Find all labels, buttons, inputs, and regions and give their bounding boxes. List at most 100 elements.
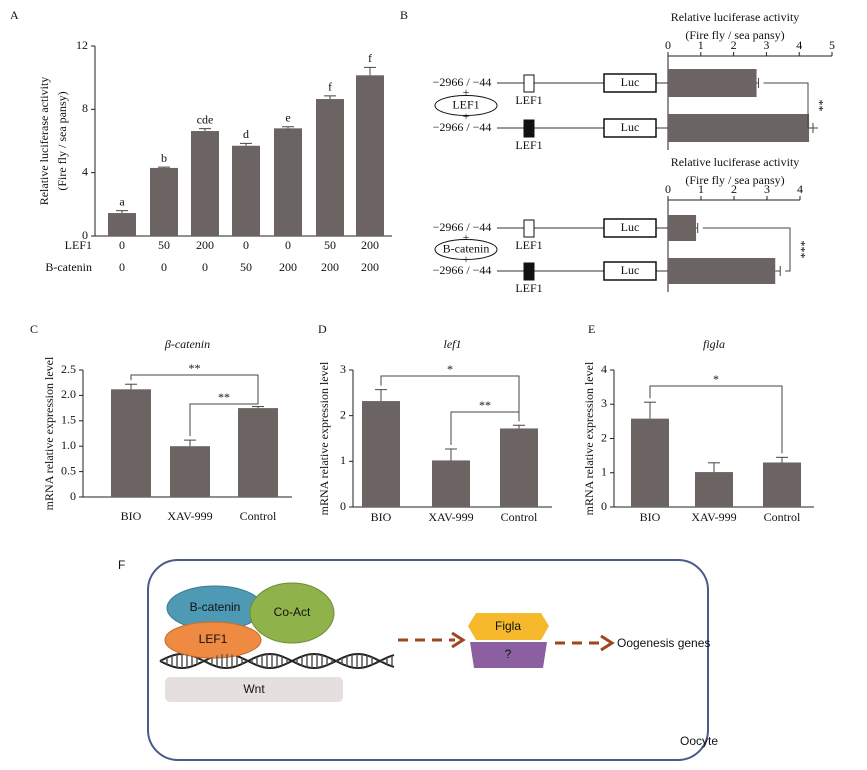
reporter-box — [603, 261, 657, 281]
row-value: 200 — [279, 260, 297, 274]
panel-label: A — [10, 8, 19, 22]
bar-annotation: a — [119, 194, 125, 208]
row-value: 50 — [240, 260, 252, 274]
x-tick-label: BIO — [640, 510, 661, 524]
bar — [274, 128, 302, 236]
cofactor-label: B-catenin — [443, 241, 490, 255]
row-value: 200 — [321, 260, 339, 274]
x-tick-label: 0 — [665, 182, 671, 196]
partner-node — [470, 642, 547, 668]
panel-label: F — [118, 558, 125, 572]
binding-site — [523, 262, 535, 281]
promoter-label: −2966 / −44 — [433, 120, 492, 134]
significance-label: ** — [479, 398, 491, 412]
x-tick-label: 3 — [763, 38, 769, 52]
y-tick-label: 0.5 — [61, 463, 76, 477]
x-tick-label: 2 — [731, 182, 737, 196]
y-tick-label: 2 — [340, 407, 346, 421]
bar-annotation: f — [328, 80, 332, 94]
cofactor-ellipse — [434, 239, 498, 260]
significance-label: * — [447, 362, 453, 376]
site-label: LEF1 — [515, 238, 542, 252]
panel-label: C — [30, 322, 38, 336]
x-tick-label: 3 — [764, 182, 770, 196]
y-tick-label: 2.5 — [61, 362, 76, 376]
row-value: 0 — [285, 238, 291, 252]
y-axis-label: mRNA relative expression level — [317, 361, 331, 515]
x-tick-label: BIO — [121, 509, 142, 523]
y-axis-label: mRNA relative expression level — [582, 361, 596, 515]
output-label: Oogenesis genes — [617, 636, 710, 650]
bar — [170, 446, 210, 497]
y-tick-label: 0 — [82, 228, 88, 242]
significance-label: ** — [189, 361, 201, 375]
y-tick-label: 4 — [82, 164, 88, 178]
row-value: 0 — [119, 260, 125, 274]
significance-bracket — [450, 411, 520, 446]
bar — [111, 389, 151, 497]
reporter-label: Luc — [621, 120, 640, 134]
chart-title: β-catenin — [164, 337, 210, 351]
lef1-node — [164, 621, 262, 659]
chart-title: figla — [703, 337, 725, 351]
cell-label: Oocyte — [680, 734, 718, 748]
reporter-label: Luc — [621, 263, 640, 277]
row-value: 0 — [119, 238, 125, 252]
plus-sign: + — [463, 230, 470, 244]
x-tick-label: 2 — [731, 38, 737, 52]
row-value: 0 — [161, 260, 167, 274]
x-tick-label: 1 — [698, 38, 704, 52]
x-tick-label: XAV-999 — [167, 509, 212, 523]
bar — [356, 75, 384, 237]
y-tick-label: 2 — [601, 430, 607, 444]
x-tick-label: 5 — [829, 38, 835, 52]
significance-bracket — [189, 402, 259, 437]
bar — [668, 258, 776, 284]
x-tick-label: Control — [764, 510, 801, 524]
reporter-box — [603, 118, 657, 138]
coact-node — [249, 582, 335, 644]
row-value: 200 — [361, 238, 379, 252]
plus-sign: + — [463, 109, 470, 123]
significance-bracket — [649, 385, 783, 454]
plus-sign: + — [463, 85, 470, 99]
chart-title: Relative luciferase activity — [671, 155, 800, 169]
pathway-label: Wnt — [243, 682, 265, 696]
bar — [108, 213, 136, 236]
node-label: Figla — [495, 619, 521, 633]
wnt-box — [165, 677, 343, 702]
significance-bracket — [130, 374, 259, 403]
bar — [316, 99, 344, 237]
reporter-label: Luc — [621, 75, 640, 89]
y-tick-label: 0 — [601, 499, 607, 513]
arrow-head — [451, 631, 466, 649]
chart-title: Relative luciferase activity — [671, 10, 800, 24]
significance-label: * — [713, 372, 719, 386]
panel-label: D — [318, 322, 327, 336]
bar-annotation: b — [161, 151, 167, 165]
plus-sign: + — [463, 252, 470, 266]
y-tick-label: 0 — [340, 499, 346, 513]
y-tick-label: 3 — [601, 396, 607, 410]
bar — [763, 462, 801, 507]
row-value: 200 — [361, 260, 379, 274]
binding-site — [523, 219, 535, 238]
row-value: 0 — [202, 260, 208, 274]
bar-annotation: cde — [197, 112, 214, 126]
significance-label: ** — [812, 100, 826, 112]
x-tick-label: 4 — [796, 38, 802, 52]
bar — [191, 131, 219, 236]
y-tick-label: 1 — [601, 465, 607, 479]
significance-label: *** — [794, 241, 808, 259]
bar — [362, 401, 400, 507]
site-label: LEF1 — [515, 281, 542, 295]
bar — [668, 215, 697, 241]
promoter-label: −2966 / −44 — [433, 75, 492, 89]
bar — [668, 114, 810, 142]
node-label: ? — [505, 647, 512, 661]
bar — [631, 418, 669, 507]
y-tick-label: 12 — [76, 38, 88, 52]
node-label: B-catenin — [190, 600, 241, 614]
x-tick-label: XAV-999 — [428, 510, 473, 524]
